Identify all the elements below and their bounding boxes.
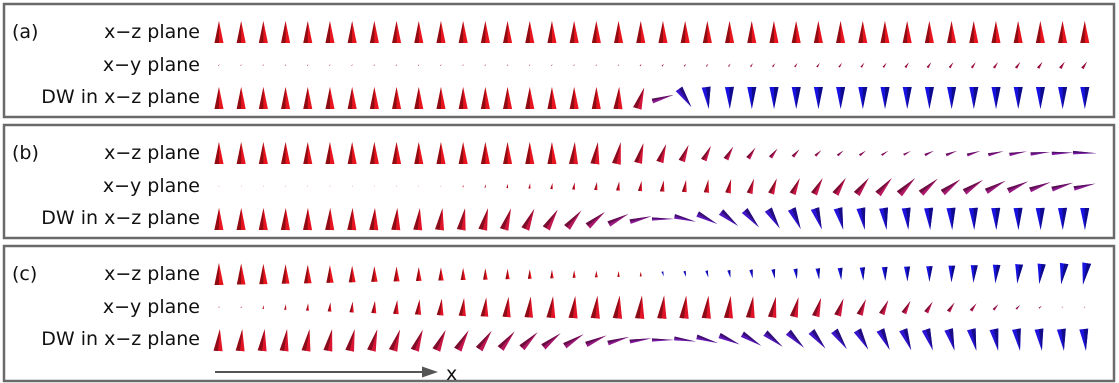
- cone-rows: [213, 21, 1097, 352]
- cone-b-xy-33: [940, 179, 961, 196]
- cone-b-xz-27: [814, 150, 822, 157]
- cone-c-dw-16: [563, 334, 584, 349]
- cone-c-dw-29: [853, 328, 869, 350]
- cone-c-dw-30: [876, 328, 890, 350]
- panel-c-frame: [2, 244, 1116, 383]
- panel-b-row-xz-label: x−z plane: [104, 142, 200, 164]
- panel-a-frame: [2, 2, 1116, 119]
- panel-b-frame: [2, 123, 1116, 240]
- cone-b-xy-38: [1051, 182, 1074, 192]
- cone-c-dw-14: [519, 332, 538, 351]
- cone-c-dw-27: [808, 329, 826, 349]
- cone-b-dw-19: [629, 216, 652, 224]
- panel-b-row-dw-label: DW in x−z plane: [41, 207, 200, 229]
- cone-b-xz-34: [966, 151, 981, 157]
- cone-b-xz-29: [859, 150, 866, 157]
- panel-c-row-xy-label: x−y plane: [103, 296, 200, 318]
- panel-c-row-xz-label: x−z plane: [104, 263, 200, 285]
- cone-b-xy-39: [1073, 183, 1096, 191]
- panel-a-row-xy-label: x−y plane: [103, 54, 200, 76]
- cone-b-dw-18: [607, 214, 629, 227]
- cone-a-dw-20: [651, 94, 674, 104]
- cone-c-dw-17: [585, 335, 607, 347]
- cone-b-xz-35: [988, 151, 1004, 157]
- cone-a-dw-21: [675, 86, 692, 108]
- cone-c-dw-15: [541, 333, 561, 350]
- cone-b-dw-24: [741, 208, 759, 228]
- panel-b-row-xy-label: x−y plane: [103, 175, 200, 197]
- cone-b-xy-35: [984, 180, 1006, 194]
- panel-c-row-dw-label: DW in x−z plane: [41, 328, 200, 350]
- cone-b-xz-33: [945, 150, 957, 157]
- cone-b-xz-31: [903, 151, 911, 156]
- panel-a-row-xz-label: x−z plane: [104, 21, 200, 43]
- cone-c-xy-39: [1083, 306, 1086, 308]
- panel-a-row-dw-label: DW in x−z plane: [41, 86, 200, 108]
- cone-b-xz-30: [881, 150, 889, 156]
- cone-b-dw-26: [787, 207, 801, 230]
- cone-b-dw-25: [764, 207, 780, 229]
- cone-b-xy-37: [1029, 182, 1051, 193]
- panel-b-tag: (b): [12, 142, 39, 164]
- cone-b-dw-17: [585, 212, 605, 229]
- panel-c-tag: (c): [12, 263, 37, 285]
- cone-c-dw-28: [831, 328, 847, 350]
- cone-b-xy-34: [962, 180, 983, 195]
- x-axis-label: x: [446, 363, 457, 383]
- panel-a-tag: (a): [12, 21, 38, 43]
- cone-b-xy-36: [1007, 181, 1029, 194]
- cone-b-xz-32: [924, 150, 934, 157]
- x-axis-arrowhead: [422, 366, 438, 378]
- cone-c-dw-18: [607, 336, 630, 346]
- cone-c-xy-38: [1061, 306, 1064, 308]
- cone-b-xz-28: [836, 150, 844, 157]
- cone-b-xy-32: [918, 178, 938, 196]
